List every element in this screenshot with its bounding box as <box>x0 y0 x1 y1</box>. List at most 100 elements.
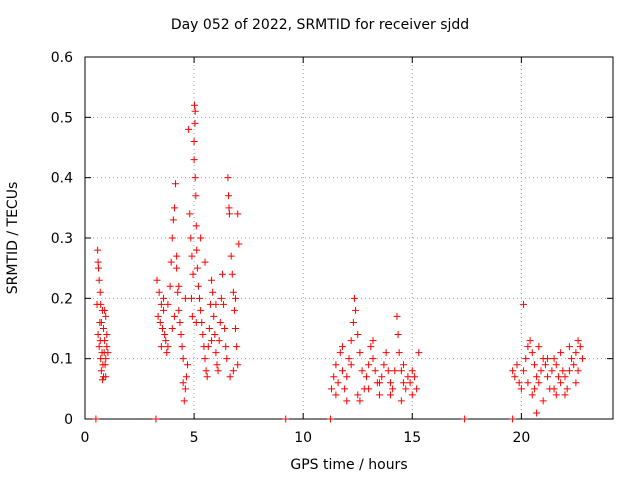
data-point <box>561 391 569 399</box>
data-point <box>526 337 534 345</box>
data-point <box>354 391 362 399</box>
data-point <box>332 361 340 369</box>
data-point <box>199 331 207 339</box>
data-point <box>520 367 528 375</box>
data-point <box>408 391 416 399</box>
data-point <box>170 204 178 212</box>
data-point <box>160 306 168 314</box>
data-point <box>102 312 110 320</box>
data-point <box>101 306 109 314</box>
data-point <box>101 361 109 369</box>
data-point <box>181 294 189 302</box>
data-point <box>157 300 165 308</box>
data-point <box>336 349 344 357</box>
data-point <box>535 343 543 351</box>
data-point <box>97 355 105 363</box>
data-point <box>572 349 580 357</box>
data-point <box>172 180 180 188</box>
data-point <box>204 343 212 351</box>
data-point <box>517 385 525 393</box>
data-point <box>213 361 221 369</box>
data-point <box>376 379 384 387</box>
data-point <box>376 391 384 399</box>
data-point <box>197 234 205 242</box>
data-point <box>203 373 211 381</box>
data-point <box>347 337 355 345</box>
data-point <box>102 373 110 381</box>
data-point <box>362 373 370 381</box>
data-point <box>570 361 578 369</box>
data-point <box>338 343 346 351</box>
data-point <box>202 367 210 375</box>
data-point <box>215 337 223 345</box>
data-point <box>234 361 242 369</box>
data-point <box>393 312 401 320</box>
data-point <box>95 343 103 351</box>
data-point <box>365 385 373 393</box>
data-point <box>95 264 103 272</box>
data-point <box>400 361 408 369</box>
data-point <box>544 373 552 381</box>
y-tick-label: 0 <box>64 412 73 428</box>
data-point <box>167 258 175 266</box>
data-point <box>561 373 569 381</box>
data-point <box>358 367 366 375</box>
data-point <box>559 367 567 375</box>
data-point <box>369 337 377 345</box>
data-point <box>185 125 193 133</box>
data-point <box>222 343 230 351</box>
data-point <box>400 379 408 387</box>
data-point <box>228 270 236 278</box>
data-point <box>334 379 342 387</box>
data-point <box>226 373 234 381</box>
data-point <box>187 234 195 242</box>
data-point <box>104 349 112 357</box>
data-point <box>530 385 538 393</box>
x-tick-label: 10 <box>294 430 312 446</box>
data-point <box>179 355 187 363</box>
data-point <box>354 331 362 339</box>
y-tick-label: 0.3 <box>51 231 73 247</box>
data-point <box>155 288 163 296</box>
data-point <box>161 331 169 339</box>
data-point <box>211 331 219 339</box>
data-point <box>208 276 216 284</box>
x-tick-label: 15 <box>403 430 421 446</box>
data-point <box>565 343 573 351</box>
data-points <box>92 101 586 423</box>
data-point <box>168 234 176 242</box>
data-point <box>408 367 416 375</box>
data-point <box>227 252 235 260</box>
data-point <box>168 325 176 332</box>
data-point <box>212 349 220 357</box>
data-point <box>515 379 523 387</box>
data-point <box>191 107 199 115</box>
data-point <box>208 337 216 345</box>
data-point <box>413 385 421 393</box>
data-point <box>166 282 174 290</box>
data-point <box>230 306 238 314</box>
data-point <box>174 288 182 296</box>
data-point <box>170 312 178 320</box>
data-point <box>528 391 536 399</box>
data-point <box>548 367 556 375</box>
data-point <box>572 379 580 387</box>
data-point <box>563 385 571 393</box>
y-tick-label: 0.1 <box>51 352 73 368</box>
data-point <box>175 306 183 314</box>
data-point <box>92 415 100 423</box>
data-point <box>578 355 586 363</box>
data-point <box>533 373 541 381</box>
data-point <box>188 252 196 260</box>
data-point <box>394 331 402 339</box>
data-point <box>152 415 160 423</box>
data-point <box>332 391 340 399</box>
data-point <box>235 240 243 248</box>
data-point <box>164 343 172 351</box>
data-point <box>181 385 189 393</box>
data-point <box>550 355 558 363</box>
data-point <box>347 361 355 369</box>
data-point <box>210 312 218 320</box>
data-point <box>365 361 373 369</box>
